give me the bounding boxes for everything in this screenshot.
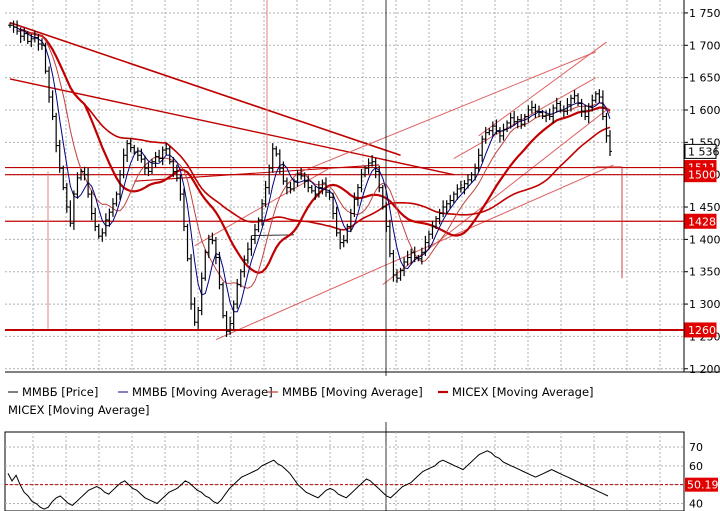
trend-line: [382, 109, 607, 286]
price-tick-label: 1 600: [689, 104, 720, 117]
price-tick-label: 1 350: [689, 266, 720, 279]
price-tick-label: 1 700: [689, 39, 720, 52]
horizontal-levels: [5, 166, 684, 331]
ma-medium: [16, 27, 611, 289]
trend-line: [251, 234, 295, 236]
oscillator-axis: 7060504050.19: [685, 441, 719, 510]
osc-current-badge: [685, 477, 718, 492]
osc-tick-label: 40: [689, 497, 703, 510]
price-badges: 1 5361511150014281260: [684, 143, 720, 338]
price-grid: [5, 0, 720, 373]
oscillator: [7, 450, 609, 510]
ma-longest: [31, 32, 611, 231]
price-badge: [684, 167, 717, 183]
osc-current-label: 50.19: [687, 479, 719, 492]
crosshair: [47, 0, 623, 511]
price-badge-label: 1 536: [688, 145, 720, 158]
legend-label: MICEX [Moving Average]: [452, 385, 594, 399]
oscillator-line: [7, 450, 609, 510]
legend-label: ММВБ [Price]: [22, 385, 98, 399]
legend: ММВБ [Price] ММВБ [Moving Average] ММВБ [M…: [0, 376, 684, 422]
ma-long: [20, 28, 611, 275]
price-bars: [8, 20, 612, 337]
trend-line: [9, 21, 401, 157]
osc-tick-label: 70: [689, 441, 703, 454]
osc-tick-label: 60: [689, 460, 703, 473]
legend-label: ММВБ [Moving Average]: [132, 385, 273, 399]
price-badge: [684, 143, 717, 159]
trend-line: [9, 78, 454, 176]
oscillator-frame: [4, 431, 685, 511]
legend-label: ММВБ [Moving Average]: [282, 385, 423, 399]
price-badge-label: 1500: [688, 169, 716, 182]
price-tick-label: 1 400: [689, 233, 720, 246]
legend-bg: [0, 376, 684, 422]
price-badge-label: 1428: [688, 215, 716, 228]
trend-line: [293, 51, 596, 176]
trend-line: [478, 41, 607, 137]
price-badge: [684, 322, 717, 338]
oscillator-grid: [4, 431, 685, 511]
price-tick-label: 1 450: [689, 201, 720, 214]
price-tick-label: 1 650: [689, 72, 720, 85]
price-tick-label: 1 200: [689, 363, 720, 376]
price-tick-label: 1 750: [689, 7, 720, 20]
price-tick-label: 1 300: [689, 298, 720, 311]
price-badge: [684, 213, 717, 229]
price-badge-label: 1260: [688, 324, 716, 337]
legend-label: MICEX [Moving Average]: [8, 403, 150, 417]
